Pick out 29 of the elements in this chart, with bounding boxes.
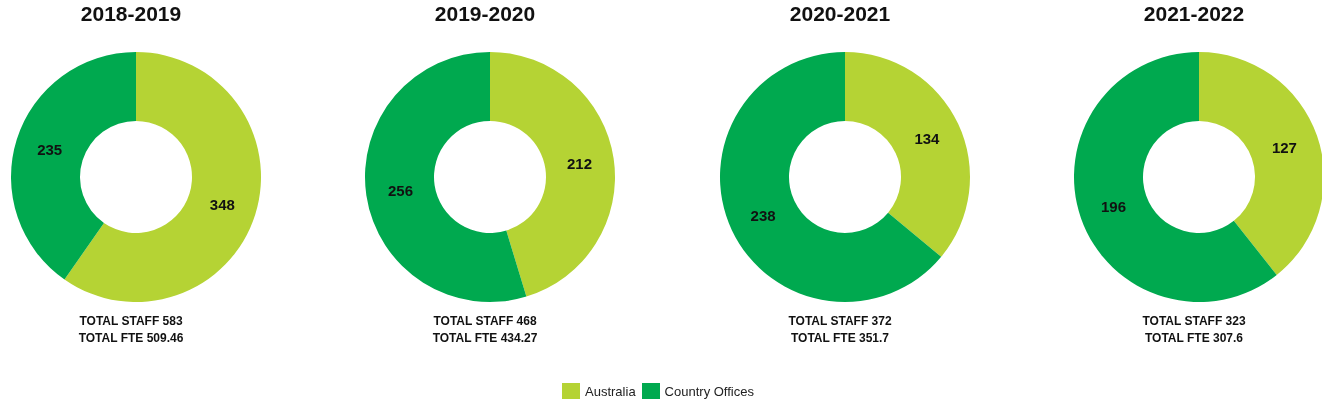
text: TOTAL STAFF 372 xyxy=(787,313,893,330)
donut-slice xyxy=(1199,52,1322,275)
legend-label: Country Offices xyxy=(664,383,754,399)
text: TOTAL STAFF 323 xyxy=(1141,313,1247,330)
chart-title: 2020-2021 xyxy=(788,2,892,26)
data-label: 235 xyxy=(37,141,63,159)
text: TOTAL FTE 509.46 xyxy=(77,330,185,347)
text: TOTAL STAFF 583 xyxy=(78,313,184,330)
donut-slice xyxy=(11,52,136,280)
data-label: 127 xyxy=(1271,138,1297,156)
text: TOTAL FTE 434.27 xyxy=(431,330,539,347)
text: TOTAL STAFF 468 xyxy=(432,313,538,330)
data-label: 212 xyxy=(567,155,593,173)
chart-title: 2019-2020 xyxy=(433,2,537,26)
donut-slice xyxy=(720,52,942,302)
donut-slice xyxy=(845,52,970,257)
data-label: 256 xyxy=(387,181,413,199)
data-label: 348 xyxy=(209,195,235,213)
donut-slice xyxy=(365,52,527,302)
data-label: 238 xyxy=(750,206,776,224)
legend-label: Australia xyxy=(585,383,636,399)
text: TOTAL FTE 307.6 xyxy=(1144,330,1244,347)
data-label: 134 xyxy=(914,130,941,148)
donut-slice xyxy=(64,52,261,302)
donut-slice xyxy=(490,52,615,297)
text: TOTAL FTE 351.7 xyxy=(790,330,890,347)
data-label: 196 xyxy=(1101,198,1127,216)
chart-title: 2021-2022 xyxy=(1142,2,1246,26)
chart-title: 2018-2019 xyxy=(79,2,183,26)
